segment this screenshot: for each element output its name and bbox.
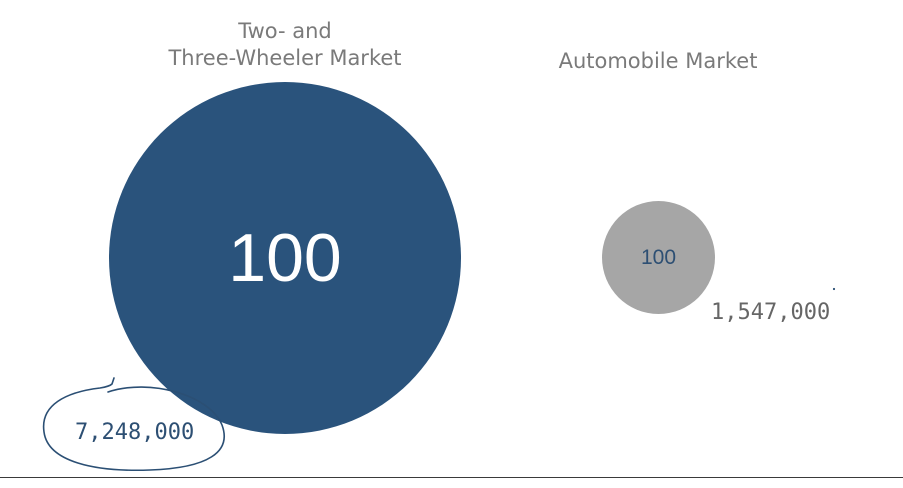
two-three-wheeler-bubble: 100	[109, 82, 461, 434]
two-three-wheeler-market-title: Two- and Three-Wheeler Market	[135, 18, 435, 72]
automobile-volume-label: 1,547,000	[711, 300, 831, 325]
title-line-1: Two- and	[238, 19, 332, 43]
title-line-2: Three-Wheeler Market	[168, 46, 402, 70]
bottom-border-line	[0, 477, 903, 478]
automobile-index-label: 100	[640, 245, 677, 269]
two-three-wheeler-volume-label: 7,248,000	[75, 420, 195, 445]
automobile-market-title: Automobile Market	[558, 49, 758, 73]
stray-ink-dot	[832, 287, 836, 291]
automobile-bubble: 100	[602, 201, 715, 314]
two-three-wheeler-index-label: 100	[228, 220, 342, 296]
